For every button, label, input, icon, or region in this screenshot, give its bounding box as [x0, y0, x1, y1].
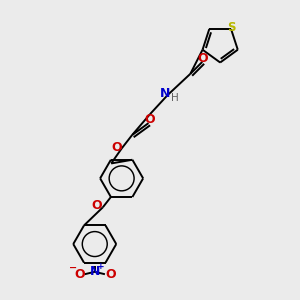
- Text: N: N: [90, 265, 100, 278]
- Text: H: H: [171, 93, 178, 103]
- Text: +: +: [97, 262, 104, 271]
- Text: N: N: [160, 87, 171, 100]
- Text: −: −: [69, 263, 77, 273]
- Text: O: O: [105, 268, 116, 281]
- Text: S: S: [227, 21, 235, 34]
- Text: O: O: [144, 113, 155, 126]
- Text: O: O: [74, 268, 85, 281]
- Text: O: O: [111, 141, 122, 154]
- Text: O: O: [197, 52, 208, 65]
- Text: O: O: [92, 199, 102, 212]
